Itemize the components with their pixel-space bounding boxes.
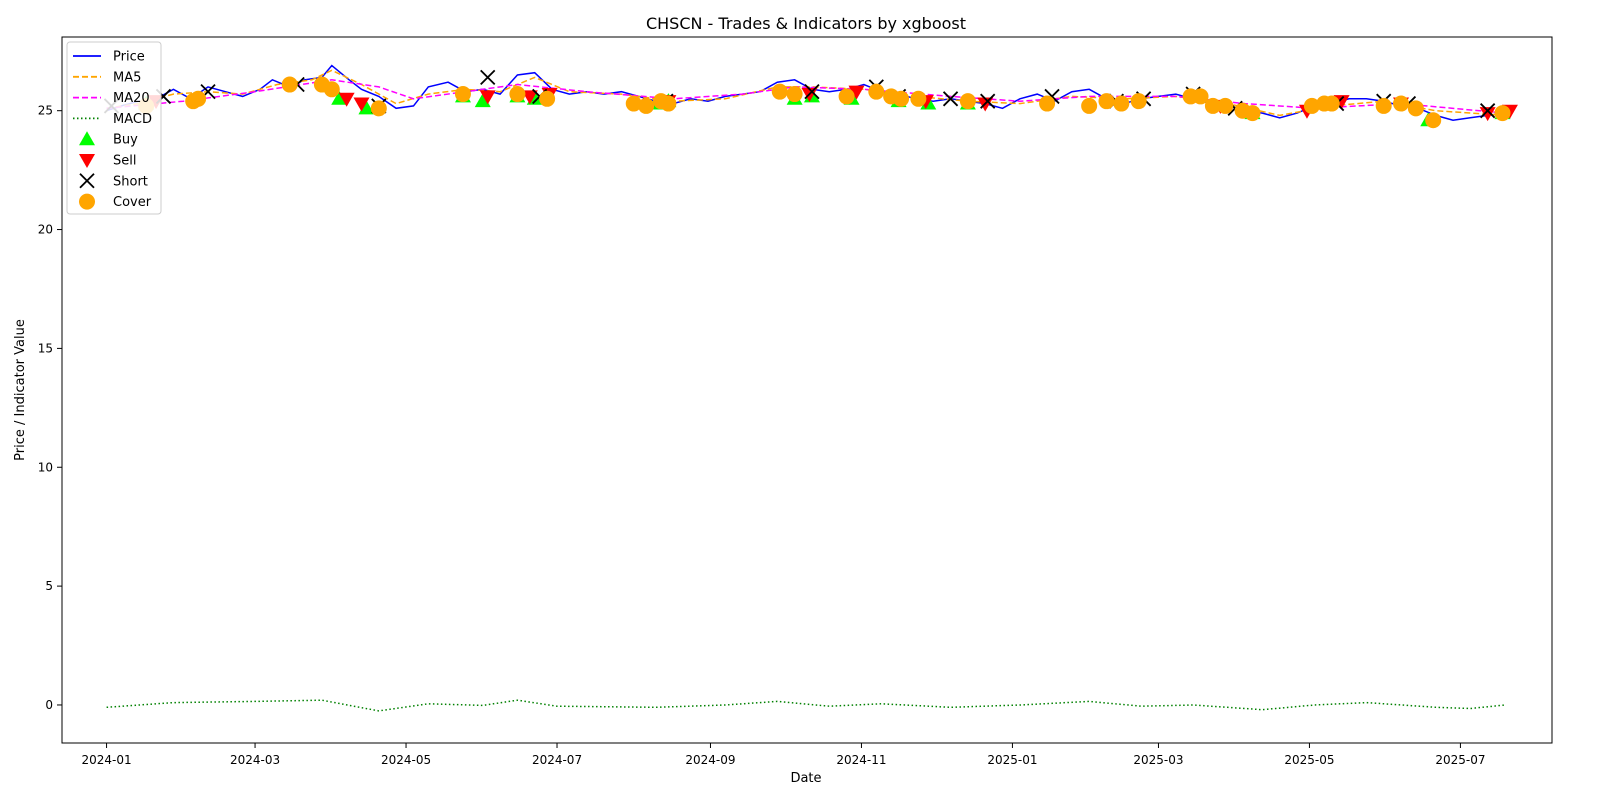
sell-marker <box>1479 107 1496 122</box>
cover-marker <box>1130 93 1147 110</box>
cover-marker <box>1204 97 1221 114</box>
cover-marker <box>539 90 556 107</box>
buy-marker <box>358 100 375 115</box>
cover-marker <box>771 83 788 100</box>
legend-label-ma20: MA20 <box>113 91 150 106</box>
cover-marker <box>1393 95 1410 112</box>
sell-marker <box>848 85 865 100</box>
cover-marker <box>190 90 207 107</box>
legend-box <box>66 41 162 215</box>
x-tick-label: 2025-01 <box>987 753 1037 767</box>
x-tick-label: 2024-05 <box>381 753 431 767</box>
legend-label-macd: MACD <box>113 112 152 127</box>
y-axis: 0 5 10 15 20 25 <box>38 104 62 712</box>
cover-marker <box>1425 112 1442 129</box>
cover-marker <box>1081 97 1098 114</box>
cover-marker <box>1323 95 1340 112</box>
cover-marker <box>323 81 340 98</box>
y-axis-label: Price / Indicator Value <box>13 319 28 461</box>
legend-swatch-buy <box>79 131 95 146</box>
cover-marker <box>910 90 927 107</box>
cover-marker <box>1192 88 1209 105</box>
series-macd-line <box>106 699 1506 712</box>
cover-marker <box>786 86 803 103</box>
x-tick-label: 2024-11 <box>836 753 886 767</box>
legend-label-ma5: MA5 <box>113 70 141 85</box>
legend-label-sell: Sell <box>113 154 136 169</box>
sell-marker <box>479 90 496 105</box>
x-axis: 2024-01 2024-03 2024-05 2024-07 2024-09 2024-… <box>81 743 1485 767</box>
cover-marker <box>1039 95 1056 112</box>
cover-marker <box>454 86 471 103</box>
cover-marker <box>1113 95 1130 112</box>
legend-label-price: Price <box>113 50 145 65</box>
y-tick-label: 15 <box>38 341 53 355</box>
cover-marker <box>1494 105 1511 122</box>
cover-marker <box>959 93 976 110</box>
series-price-line <box>106 64 1506 121</box>
y-tick-label: 20 <box>38 223 53 237</box>
x-axis-label: Date <box>790 771 821 786</box>
cover-marker <box>1407 100 1424 117</box>
y-tick-label: 10 <box>38 460 53 474</box>
chart-title: CHSCN - Trades & Indicators by xgboost <box>646 14 966 33</box>
cover-marker <box>868 83 885 100</box>
legend-swatch-sell <box>79 154 95 168</box>
y-tick-label: 0 <box>45 698 53 712</box>
legend-label-buy: Buy <box>113 133 138 148</box>
cover-marker <box>838 88 855 105</box>
cover-marker <box>625 95 642 112</box>
cover-marker <box>281 76 298 93</box>
x-tick-label: 2024-01 <box>81 753 131 767</box>
cover-marker <box>1098 93 1115 110</box>
legend: Price MA5 MA20 MACD Buy Sell Short Cover <box>66 41 162 215</box>
series-ma20-line <box>106 79 1506 114</box>
sell-marker <box>353 97 370 112</box>
short-marker <box>804 84 820 100</box>
sell-marker <box>338 92 355 107</box>
x-tick-label: 2025-07 <box>1435 753 1485 767</box>
buy-marker <box>331 90 348 105</box>
cover-marker <box>638 97 655 114</box>
x-tick-label: 2024-03 <box>230 753 280 767</box>
plot-area <box>103 64 1518 712</box>
x-tick-label: 2025-03 <box>1133 753 1183 767</box>
buy-marker <box>474 93 491 108</box>
legend-swatch-short <box>79 173 95 189</box>
cover-marker <box>1375 97 1392 114</box>
axes-frame <box>61 36 1553 744</box>
y-tick-label: 25 <box>38 104 53 118</box>
cover-marker <box>660 95 677 112</box>
cover-marker <box>1303 97 1320 114</box>
legend-label-short: Short <box>113 174 148 189</box>
short-marker <box>1480 103 1496 119</box>
x-tick-label: 2024-07 <box>532 753 582 767</box>
cover-marker <box>893 90 910 107</box>
short-marker <box>480 69 496 86</box>
x-tick-label: 2025-05 <box>1284 753 1334 767</box>
cover-marker <box>370 100 387 117</box>
legend-label-cover: Cover <box>113 195 152 210</box>
y-tick-label: 5 <box>45 579 53 593</box>
legend-swatch-cover <box>79 193 95 210</box>
x-tick-label: 2024-09 <box>685 753 735 767</box>
short-marker <box>942 91 959 107</box>
cover-marker <box>1244 105 1261 122</box>
cover-marker <box>1217 97 1234 114</box>
short-marker <box>980 93 996 109</box>
sell-marker <box>521 90 538 105</box>
cover-marker <box>509 86 526 103</box>
